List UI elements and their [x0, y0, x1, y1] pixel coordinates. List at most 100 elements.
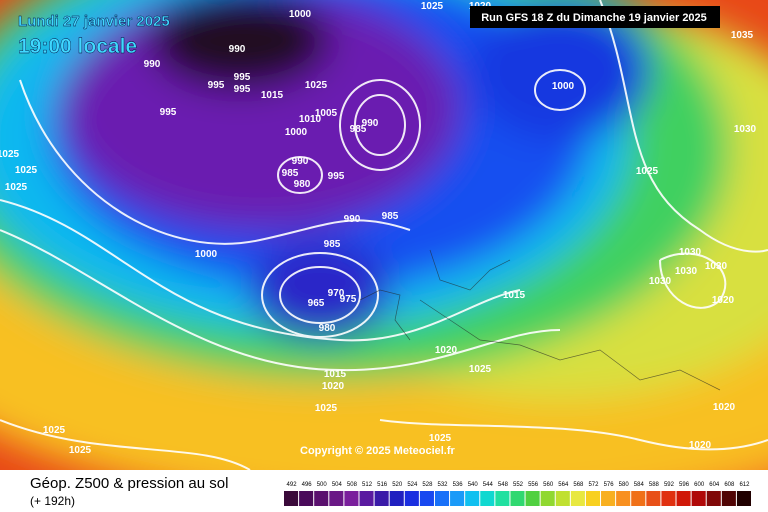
color-swatch: [540, 491, 555, 506]
isobar-label: 1025: [315, 403, 338, 414]
color-swatch: [495, 491, 510, 506]
colorbar-label: 596: [679, 482, 690, 488]
color-swatch: [314, 491, 329, 506]
isobar-label: 985: [350, 124, 367, 135]
isobar-label: 990: [362, 118, 379, 129]
color-swatch: [450, 491, 465, 506]
isobar-label: 1025: [43, 425, 66, 436]
color-swatch: [465, 491, 480, 506]
colorbar-label: 512: [362, 482, 373, 488]
copyright: Copyright © 2025 Meteociel.fr: [300, 445, 456, 457]
colorbar-label: 572: [588, 482, 599, 488]
color-swatch: [691, 491, 706, 506]
isobar-label: 1030: [675, 266, 698, 277]
isobar-label: 995: [160, 107, 177, 118]
color-swatch: [555, 491, 570, 506]
isobar-label: 1025: [636, 166, 659, 177]
color-swatch: [706, 491, 721, 506]
colorbar-label: 524: [407, 482, 418, 488]
isobar-label: 1000: [195, 249, 218, 260]
color-swatch: [736, 491, 751, 506]
color-swatch: [631, 491, 646, 506]
valid-date: Lundi 27 janvier 2025: [18, 13, 170, 30]
isobar-label: 985: [324, 239, 341, 250]
colorbar-label: 560: [543, 482, 554, 488]
isobar-label: 1025: [305, 80, 328, 91]
colorbar: 492 496 500 504 508 512 516 520 524 528 532 536 540 5…: [284, 482, 751, 506]
colorbar-label: 608: [724, 482, 735, 488]
colorbar-label: 492: [287, 482, 298, 488]
color-swatch: [525, 491, 540, 506]
color-swatch: [646, 491, 661, 506]
isobar-label: 980: [319, 323, 336, 334]
run-info: Run GFS 18 Z du Dimanche 19 janvier 2025: [481, 12, 707, 24]
colorbar-label: 532: [438, 482, 449, 488]
color-swatch: [389, 491, 404, 506]
color-swatch: [676, 491, 691, 506]
color-swatch: [661, 491, 676, 506]
colorbar-label: 500: [317, 482, 328, 488]
color-swatch: [510, 491, 525, 506]
isobar-label: 1005: [315, 108, 338, 119]
isobar-label: 1010: [299, 114, 322, 125]
color-swatch: [570, 491, 585, 506]
colorbar-label: 580: [619, 482, 630, 488]
isobar-label: 1030: [649, 276, 672, 287]
isobar-label: 990: [292, 156, 309, 167]
isobar-label: 1000: [552, 81, 575, 92]
colorbar-label: 600: [694, 482, 705, 488]
isobar-label: 1020: [435, 345, 458, 356]
isobar-label: 1020: [713, 402, 736, 413]
isobar-label: 995: [234, 84, 251, 95]
colorbar-label: 588: [649, 482, 660, 488]
colorbar-label: 584: [634, 482, 645, 488]
colorbar-label: 504: [332, 482, 343, 488]
isobar-label: 1025: [5, 182, 28, 193]
colorbar-label: 592: [664, 482, 675, 488]
isobar-label: 1015: [503, 290, 526, 301]
isobar-label: 995: [208, 80, 225, 91]
isobar-label: 990: [344, 214, 361, 225]
color-swatch: [404, 491, 419, 506]
colorbar-label: 508: [347, 482, 358, 488]
footer-subtitle: (+ 192h): [30, 494, 75, 508]
valid-time: 19:00 locale: [18, 35, 137, 58]
colorbar-label: 612: [739, 482, 750, 488]
isobar-label: 1025: [15, 165, 38, 176]
color-swatch: [480, 491, 495, 506]
isobar-label: 1025: [469, 364, 492, 375]
isobar-label: 1035: [731, 30, 754, 41]
color-swatch: [299, 491, 314, 506]
isobar-label: 1015: [261, 90, 284, 101]
isobar-label: 1030: [679, 247, 702, 258]
isobar-label: 1020: [689, 440, 712, 451]
colorbar-label: 544: [483, 482, 494, 488]
colorbar-label: 604: [709, 482, 720, 488]
isobar-label: 990: [229, 44, 246, 55]
isobar-label: 990: [144, 59, 161, 70]
colorbar-label: 564: [558, 482, 569, 488]
colorbar-label: 548: [498, 482, 509, 488]
color-swatch: [419, 491, 434, 506]
isobar-label: 1015: [324, 369, 347, 380]
color-swatch: [601, 491, 616, 506]
isobar-label: 995: [234, 72, 251, 83]
isobar-label: 1000: [285, 127, 308, 138]
isobar-label: 1025: [69, 445, 92, 456]
isobar-label: 995: [328, 171, 345, 182]
colorbar-label: 536: [453, 482, 464, 488]
isobar-label: 1000: [289, 9, 312, 20]
isobar-label: 970: [328, 288, 345, 299]
isobar-label: 975: [340, 294, 357, 305]
run-banner: [470, 6, 720, 28]
colorbar-label: 568: [573, 482, 584, 488]
color-swatch: [721, 491, 736, 506]
isobar-label: 985: [282, 168, 299, 179]
colorbar-label: 576: [604, 482, 615, 488]
isobar-label: 965: [308, 298, 325, 309]
color-swatch: [284, 491, 299, 506]
colorbar-label: 552: [513, 482, 524, 488]
isobar-label: 1025: [421, 1, 444, 12]
